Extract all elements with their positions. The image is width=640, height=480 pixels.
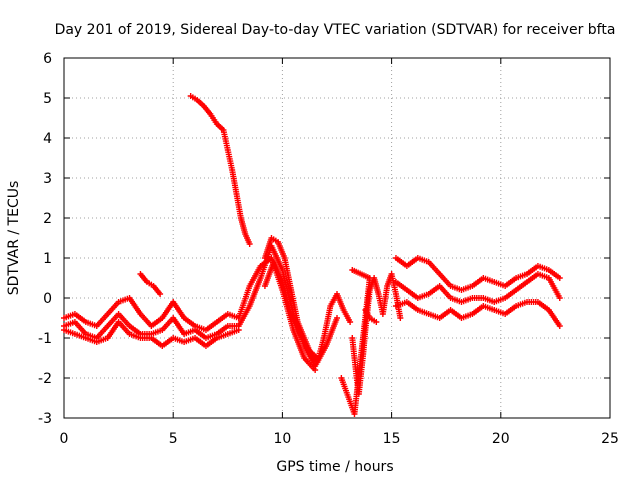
y-tick-label: -3 — [38, 411, 52, 427]
data-points — [61, 93, 563, 417]
data-point — [556, 323, 563, 329]
y-tick-label: -1 — [38, 331, 52, 347]
data-point — [314, 355, 321, 361]
y-tick-label: -2 — [38, 371, 52, 387]
x-tick-label: 25 — [601, 431, 619, 447]
y-tick-label: 3 — [43, 171, 52, 187]
data-point — [246, 241, 253, 247]
grid-lines — [64, 58, 610, 418]
y-tick-label: 2 — [43, 211, 52, 227]
data-point — [556, 295, 563, 301]
y-tick-label: 0 — [43, 291, 52, 307]
data-point — [373, 319, 380, 325]
x-tick-label: 0 — [60, 431, 69, 447]
x-tick-label: 5 — [169, 431, 178, 447]
axis-ticks: 0 5 10 15 20 25 -3 -2 -1 0 1 2 3 4 5 6 — [38, 51, 619, 447]
y-tick-label: 6 — [43, 51, 52, 67]
data-point — [397, 315, 404, 321]
data-point — [349, 267, 356, 273]
y-tick-label: 4 — [43, 131, 52, 147]
y-tick-label: 5 — [43, 91, 52, 107]
chart-title: Day 201 of 2019, Sidereal Day-to-day VTE… — [55, 22, 616, 38]
plot-frame — [63, 57, 611, 419]
y-tick-label: 1 — [43, 251, 52, 267]
data-point — [235, 327, 242, 333]
x-axis-label: GPS time / hours — [276, 459, 393, 475]
x-tick-label: 15 — [383, 431, 401, 447]
data-point — [157, 291, 164, 297]
data-point — [556, 275, 563, 281]
y-axis-label: SDTVAR / TECUs — [6, 181, 22, 296]
data-point — [347, 319, 354, 325]
data-point — [334, 315, 340, 321]
data-point — [312, 367, 319, 373]
x-tick-label: 20 — [492, 431, 510, 447]
x-tick-label: 10 — [273, 431, 291, 447]
